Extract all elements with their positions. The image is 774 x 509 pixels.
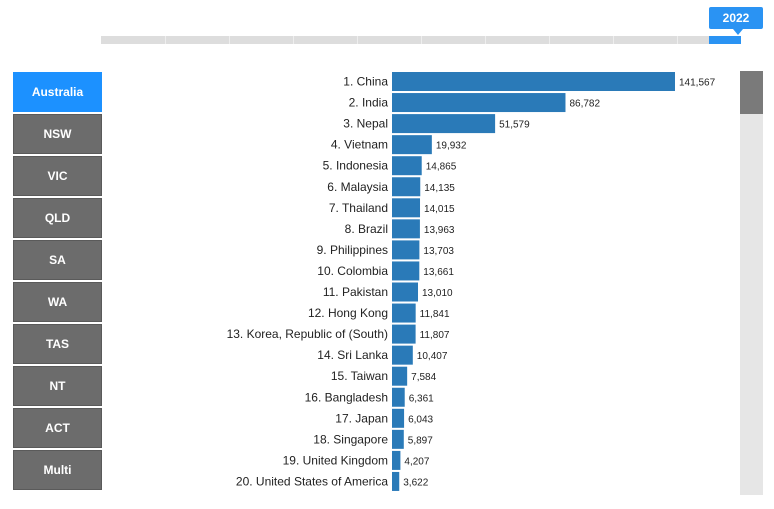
bar[interactable] bbox=[392, 282, 419, 302]
bar[interactable] bbox=[392, 240, 420, 260]
bar[interactable] bbox=[392, 471, 400, 491]
year-badge[interactable]: 2022 bbox=[709, 7, 763, 29]
bar[interactable] bbox=[392, 408, 405, 428]
bar[interactable] bbox=[392, 366, 408, 386]
timeline-progress bbox=[709, 36, 741, 44]
category-label: 14. Sri Lanka bbox=[317, 348, 388, 362]
value-label: 6,043 bbox=[408, 414, 433, 425]
timeline-tick bbox=[613, 36, 614, 44]
category-label: 9. Philippines bbox=[317, 243, 388, 257]
timeline-tick bbox=[293, 36, 294, 44]
value-label: 86,782 bbox=[569, 99, 600, 110]
timeline-tick bbox=[357, 36, 358, 44]
region-selector: Australia NSW VIC QLD SA WA TAS NT ACT Multi bbox=[13, 72, 102, 492]
value-label: 13,661 bbox=[423, 267, 454, 278]
region-button-tas[interactable]: TAS bbox=[13, 324, 102, 364]
value-label: 14,865 bbox=[426, 162, 457, 173]
timeline-tick bbox=[485, 36, 486, 44]
bar[interactable] bbox=[392, 261, 420, 281]
value-label: 141,567 bbox=[679, 78, 716, 89]
bar[interactable] bbox=[392, 324, 416, 344]
bar[interactable] bbox=[392, 429, 404, 449]
value-label: 14,015 bbox=[424, 204, 455, 215]
category-label: 11. Pakistan bbox=[323, 285, 388, 299]
bar[interactable] bbox=[392, 156, 422, 176]
category-label: 13. Korea, Republic of (South) bbox=[227, 327, 388, 341]
timeline-tick bbox=[165, 36, 166, 44]
scrollbar-thumb[interactable] bbox=[740, 71, 763, 114]
timeline-tick bbox=[421, 36, 422, 44]
category-label: 15. Taiwan bbox=[331, 369, 388, 383]
bar[interactable] bbox=[392, 93, 566, 113]
region-button-multi[interactable]: Multi bbox=[13, 450, 102, 490]
bar[interactable] bbox=[392, 450, 401, 470]
bar[interactable] bbox=[392, 114, 496, 134]
category-label: 1. China bbox=[343, 75, 388, 89]
bar[interactable] bbox=[392, 219, 420, 239]
bar[interactable] bbox=[392, 135, 432, 155]
year-pointer bbox=[733, 29, 743, 35]
region-button-vic[interactable]: VIC bbox=[13, 156, 102, 196]
category-label: 3. Nepal bbox=[343, 117, 388, 131]
bar[interactable] bbox=[392, 177, 421, 197]
category-label: 4. Vietnam bbox=[331, 138, 388, 152]
region-button-qld[interactable]: QLD bbox=[13, 198, 102, 238]
region-button-nt[interactable]: NT bbox=[13, 366, 102, 406]
bar[interactable] bbox=[392, 303, 416, 323]
scrollbar[interactable] bbox=[740, 71, 763, 495]
category-label: 5. Indonesia bbox=[323, 159, 389, 173]
category-label: 20. United States of America bbox=[236, 474, 388, 488]
region-button-wa[interactable]: WA bbox=[13, 282, 102, 322]
category-label: 7. Thailand bbox=[329, 201, 388, 215]
timeline-tick bbox=[229, 36, 230, 44]
category-label: 16. Bangladesh bbox=[305, 390, 388, 404]
category-label: 17. Japan bbox=[335, 411, 388, 425]
value-label: 3,622 bbox=[403, 477, 428, 488]
value-label: 11,841 bbox=[420, 309, 450, 320]
value-label: 14,135 bbox=[424, 183, 455, 194]
category-label: 10. Colombia bbox=[317, 264, 388, 278]
bar[interactable] bbox=[392, 72, 675, 91]
value-label: 6,361 bbox=[409, 393, 434, 404]
bar[interactable] bbox=[392, 387, 405, 407]
category-label: 18. Singapore bbox=[313, 432, 388, 446]
value-label: 51,579 bbox=[499, 120, 530, 131]
category-label: 2. India bbox=[349, 96, 389, 110]
category-label: 12. Hong Kong bbox=[308, 306, 388, 320]
region-button-nsw[interactable]: NSW bbox=[13, 114, 102, 154]
value-label: 10,407 bbox=[417, 351, 448, 362]
value-label: 11,807 bbox=[420, 330, 450, 341]
value-label: 13,703 bbox=[423, 246, 454, 257]
value-label: 5,897 bbox=[408, 435, 433, 446]
value-label: 13,010 bbox=[422, 288, 453, 299]
value-label: 7,584 bbox=[411, 372, 436, 383]
region-button-australia[interactable]: Australia bbox=[13, 72, 102, 112]
value-label: 4,207 bbox=[404, 456, 429, 467]
region-button-sa[interactable]: SA bbox=[13, 240, 102, 280]
timeline-tick bbox=[549, 36, 550, 44]
value-label: 13,963 bbox=[424, 225, 455, 236]
category-label: 8. Brazil bbox=[345, 222, 388, 236]
region-button-act[interactable]: ACT bbox=[13, 408, 102, 448]
category-label: 6. Malaysia bbox=[327, 180, 388, 194]
value-label: 19,932 bbox=[436, 141, 467, 152]
bar[interactable] bbox=[392, 198, 421, 218]
category-label: 19. United Kingdom bbox=[283, 453, 388, 467]
bar[interactable] bbox=[392, 345, 413, 365]
year-timeline[interactable] bbox=[101, 36, 741, 44]
timeline-tick bbox=[677, 36, 678, 44]
